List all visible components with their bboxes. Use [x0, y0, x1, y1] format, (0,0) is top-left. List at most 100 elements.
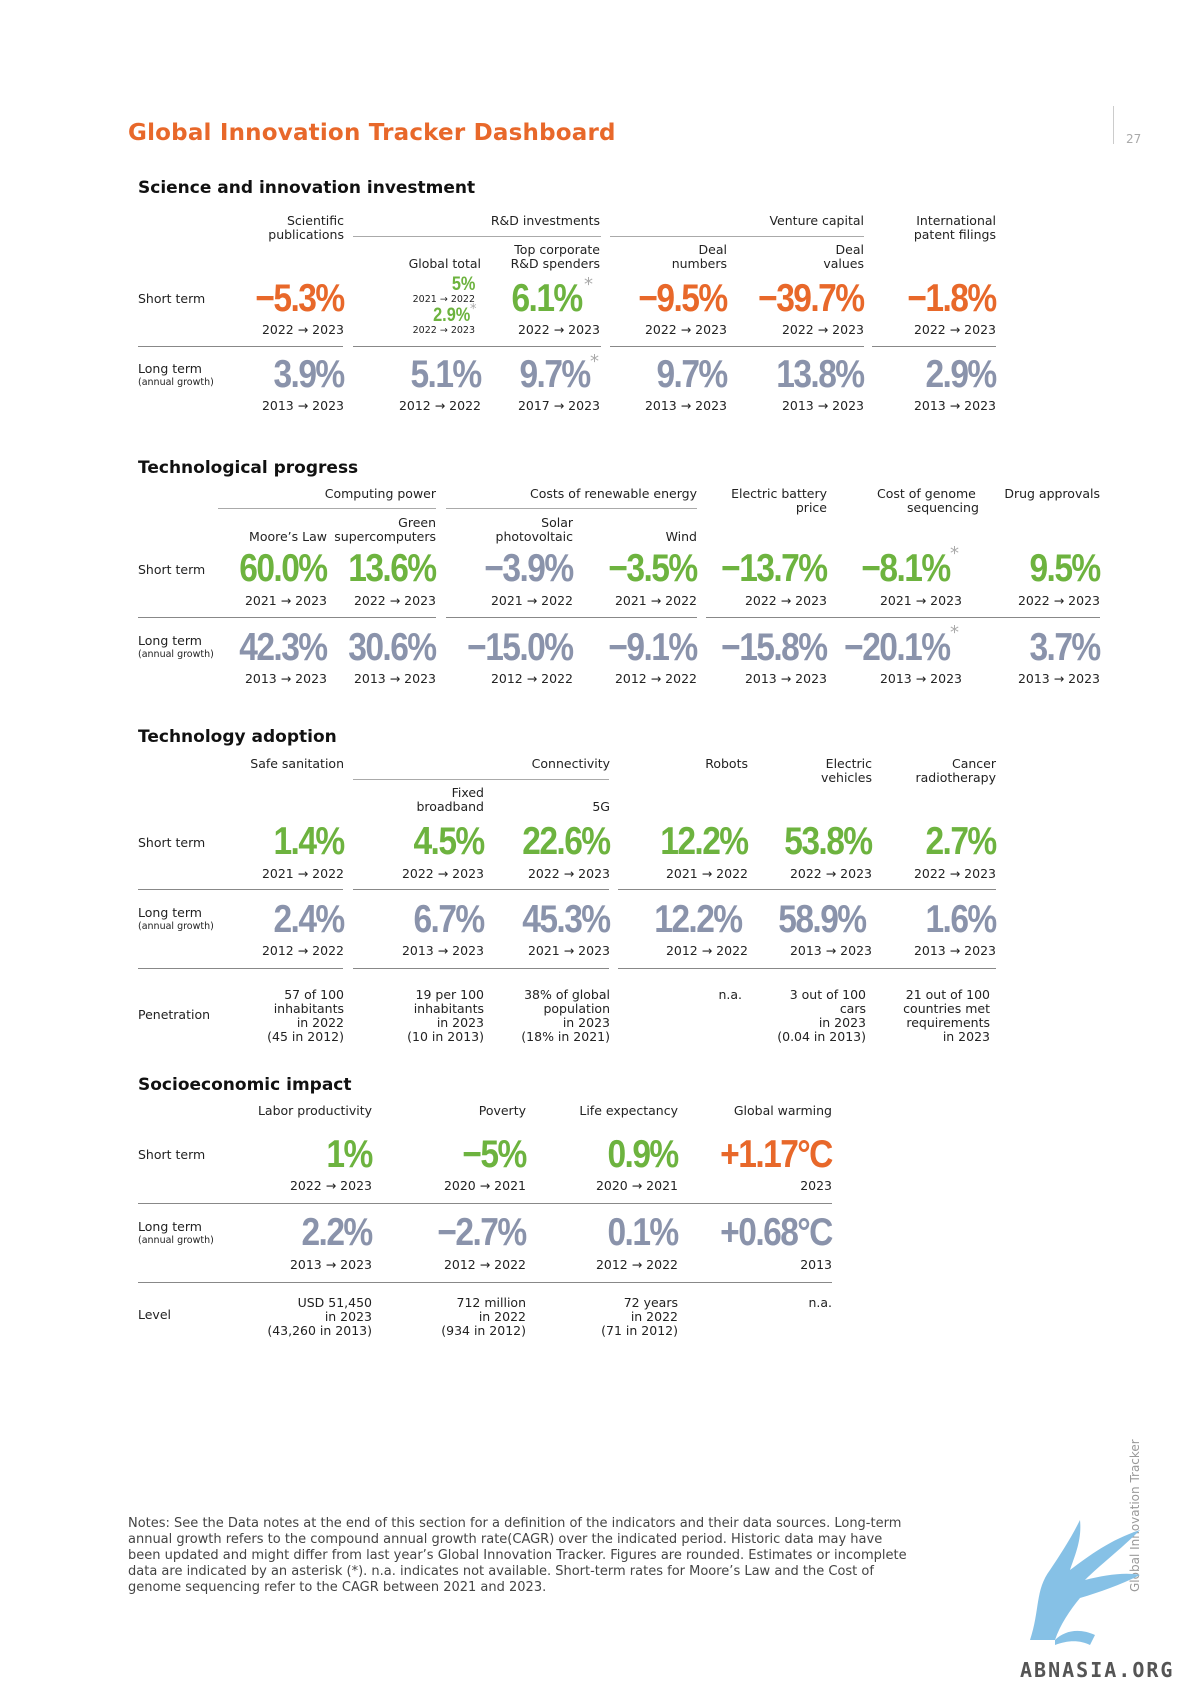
- watermark: ABNASIA.ORG: [1020, 1658, 1175, 1682]
- value-global-total-short-b: 2.9%: [432, 305, 470, 326]
- group-header-computing: Computing power: [324, 486, 436, 501]
- level-labor: USD 51,450 in 2023 (43,260 in 2013): [267, 1295, 372, 1338]
- period-green-super-short: 2022 → 2023: [353, 593, 436, 608]
- penetration-radiotherapy: 21 out of 100 countries met requirements in…: [903, 987, 990, 1044]
- group-line-rd: [353, 236, 601, 237]
- value-poverty-long: −2.7%: [437, 1211, 528, 1254]
- period-publications-long: 2013 → 2023: [261, 398, 344, 413]
- period-sanitation-long: 2012 → 2022: [261, 943, 344, 958]
- col-header-battery: Electric battery price: [731, 486, 827, 515]
- value-top-rd-short: 6.1%: [511, 277, 584, 320]
- row-label-long-3: Long term (annual growth): [138, 905, 214, 933]
- value-global-total-short-a: 5%: [451, 274, 475, 295]
- row-label-penetration: Penetration: [138, 1007, 211, 1022]
- divider: [138, 346, 343, 347]
- value-green-super-short: 13.6%: [348, 547, 438, 590]
- value-publications-short: −5.3%: [255, 277, 346, 320]
- col-header-deal-numbers: Deal numbers: [671, 242, 727, 271]
- col-header-wind: Wind: [665, 529, 697, 544]
- period-moores-long: 2013 → 2023: [244, 671, 327, 686]
- value-drug-short: 9.5%: [1029, 547, 1102, 590]
- period-ev-long: 2013 → 2023: [789, 943, 872, 958]
- divider: [138, 889, 343, 890]
- value-patents-short: −1.8%: [907, 277, 998, 320]
- row-label-short-2: Short term: [138, 562, 206, 577]
- period-poverty-long: 2012 → 2022: [443, 1257, 526, 1272]
- value-publications-long: 3.9%: [273, 353, 346, 396]
- penetration-sanitation: 57 of 100 inhabitants in 2022 (45 in 2012): [267, 987, 344, 1044]
- row-label-long-1: Long term (annual growth): [138, 361, 214, 389]
- value-deal-numbers-long: 9.7%: [656, 353, 729, 396]
- period-patents-short: 2022 → 2023: [913, 322, 996, 337]
- value-poverty-short: −5%: [462, 1133, 528, 1176]
- period-life-long: 2012 → 2022: [595, 1257, 678, 1272]
- asterisk-top-rd-short: *: [584, 274, 593, 295]
- row-label-short-1: Short term: [138, 291, 206, 306]
- period-deal-values-short: 2022 → 2023: [781, 322, 864, 337]
- period-wind-long: 2012 → 2022: [614, 671, 697, 686]
- level-life: 72 years in 2022 (71 in 2012): [601, 1295, 678, 1338]
- period-deal-numbers-long: 2013 → 2023: [644, 398, 727, 413]
- value-life-long: 0.1%: [607, 1211, 680, 1254]
- level-warming: n.a.: [808, 1295, 832, 1310]
- period-patents-long: 2013 → 2023: [913, 398, 996, 413]
- group-header-connectivity: Connectivity: [531, 756, 610, 771]
- period-labor-short: 2022 → 2023: [289, 1178, 372, 1193]
- group-line-computing: [218, 508, 436, 509]
- period-robots-long: 2012 → 2022: [665, 943, 748, 958]
- penetration-robots: n.a.: [718, 987, 742, 1002]
- level-poverty: 712 million in 2022 (934 in 2012): [441, 1295, 526, 1338]
- row-label-short-3: Short term: [138, 835, 206, 850]
- period-broadband-long: 2013 → 2023: [401, 943, 484, 958]
- period-solar-short: 2021 → 2022: [490, 593, 573, 608]
- col-header-genome: Cost of genome sequencing: [877, 486, 979, 515]
- value-ev-short: 53.8%: [784, 820, 874, 863]
- col-header-solar: Solar photovoltaic: [495, 515, 573, 544]
- value-green-super-long: 30.6%: [348, 626, 438, 669]
- divider: [618, 968, 996, 969]
- value-solar-short: −3.9%: [484, 547, 575, 590]
- col-header-life: Life expectancy: [579, 1103, 678, 1118]
- notes-text: Notes: See the Data notes at the end of …: [128, 1516, 907, 1595]
- value-sanitation-long: 2.4%: [273, 898, 346, 941]
- period-poverty-short: 2020 → 2021: [443, 1178, 526, 1193]
- period-global-total-short-a: 2021 → 2022: [412, 294, 475, 305]
- period-genome-long: 2013 → 2023: [879, 671, 962, 686]
- period-top-rd-short: 2022 → 2023: [517, 322, 600, 337]
- divider: [706, 617, 1100, 618]
- period-solar-long: 2012 → 2022: [490, 671, 573, 686]
- divider: [138, 617, 436, 618]
- value-global-total-long: 5.1%: [410, 353, 483, 396]
- col-header-sanitation: Safe sanitation: [250, 756, 344, 771]
- col-header-patents: International patent filings: [913, 213, 996, 242]
- period-5g-long: 2021 → 2023: [527, 943, 610, 958]
- value-labor-long: 2.2%: [301, 1211, 374, 1254]
- period-global-total-long: 2012 → 2022: [398, 398, 481, 413]
- penetration-5g: 38% of global population in 2023 (18% in 20…: [521, 987, 610, 1044]
- group-header-vc: Venture capital: [769, 213, 864, 228]
- period-top-rd-long: 2017 → 2023: [517, 398, 600, 413]
- divider: [618, 889, 996, 890]
- col-header-deal-values: Deal values: [823, 242, 864, 271]
- row-label-short-4: Short term: [138, 1147, 206, 1162]
- divider: [138, 1282, 832, 1283]
- group-header-rd: R&D investments: [490, 213, 600, 228]
- period-battery-long: 2013 → 2023: [744, 671, 827, 686]
- period-genome-short: 2021 → 2023: [879, 593, 962, 608]
- value-battery-short: −13.7%: [721, 547, 829, 590]
- col-header-warming: Global warming: [733, 1103, 832, 1118]
- divider: [610, 346, 864, 347]
- asterisk-global-total: *: [470, 302, 477, 317]
- value-deal-values-long: 13.8%: [776, 353, 866, 396]
- period-publications-short: 2022 → 2023: [261, 322, 344, 337]
- value-5g-short: 22.6%: [522, 820, 612, 863]
- section-title-tech-progress: Technological progress: [138, 458, 359, 478]
- row-label-long-2: Long term (annual growth): [138, 633, 214, 661]
- value-moores-long: 42.3%: [239, 626, 329, 669]
- period-green-super-long: 2013 → 2023: [353, 671, 436, 686]
- period-moores-short: 2021 → 2023: [244, 593, 327, 608]
- value-radiotherapy-long: 1.6%: [925, 898, 998, 941]
- col-header-moores: Moore’s Law: [249, 529, 327, 544]
- value-wind-long: −9.1%: [608, 626, 699, 669]
- period-warming-long: 2013: [800, 1257, 832, 1272]
